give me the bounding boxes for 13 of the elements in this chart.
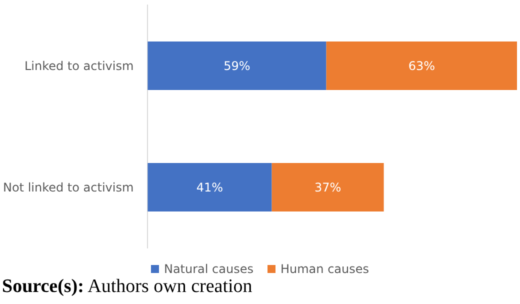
data-label: 37%: [314, 180, 342, 194]
legend-label: Natural causes: [164, 262, 254, 276]
bar: [148, 162, 272, 212]
data-label: 59%: [224, 58, 250, 73]
bar: [148, 41, 326, 90]
data-label: 63%: [408, 58, 435, 73]
data-label: 41%: [196, 180, 224, 194]
legend-label: Human causes: [280, 262, 370, 276]
bar: [272, 162, 384, 212]
y-tick-label: Linked to activism: [24, 58, 134, 73]
source-note: Source(s): Authors own creation: [2, 276, 254, 298]
bar: [326, 41, 517, 90]
y-tick-label: Not linked to activism: [2, 180, 134, 194]
